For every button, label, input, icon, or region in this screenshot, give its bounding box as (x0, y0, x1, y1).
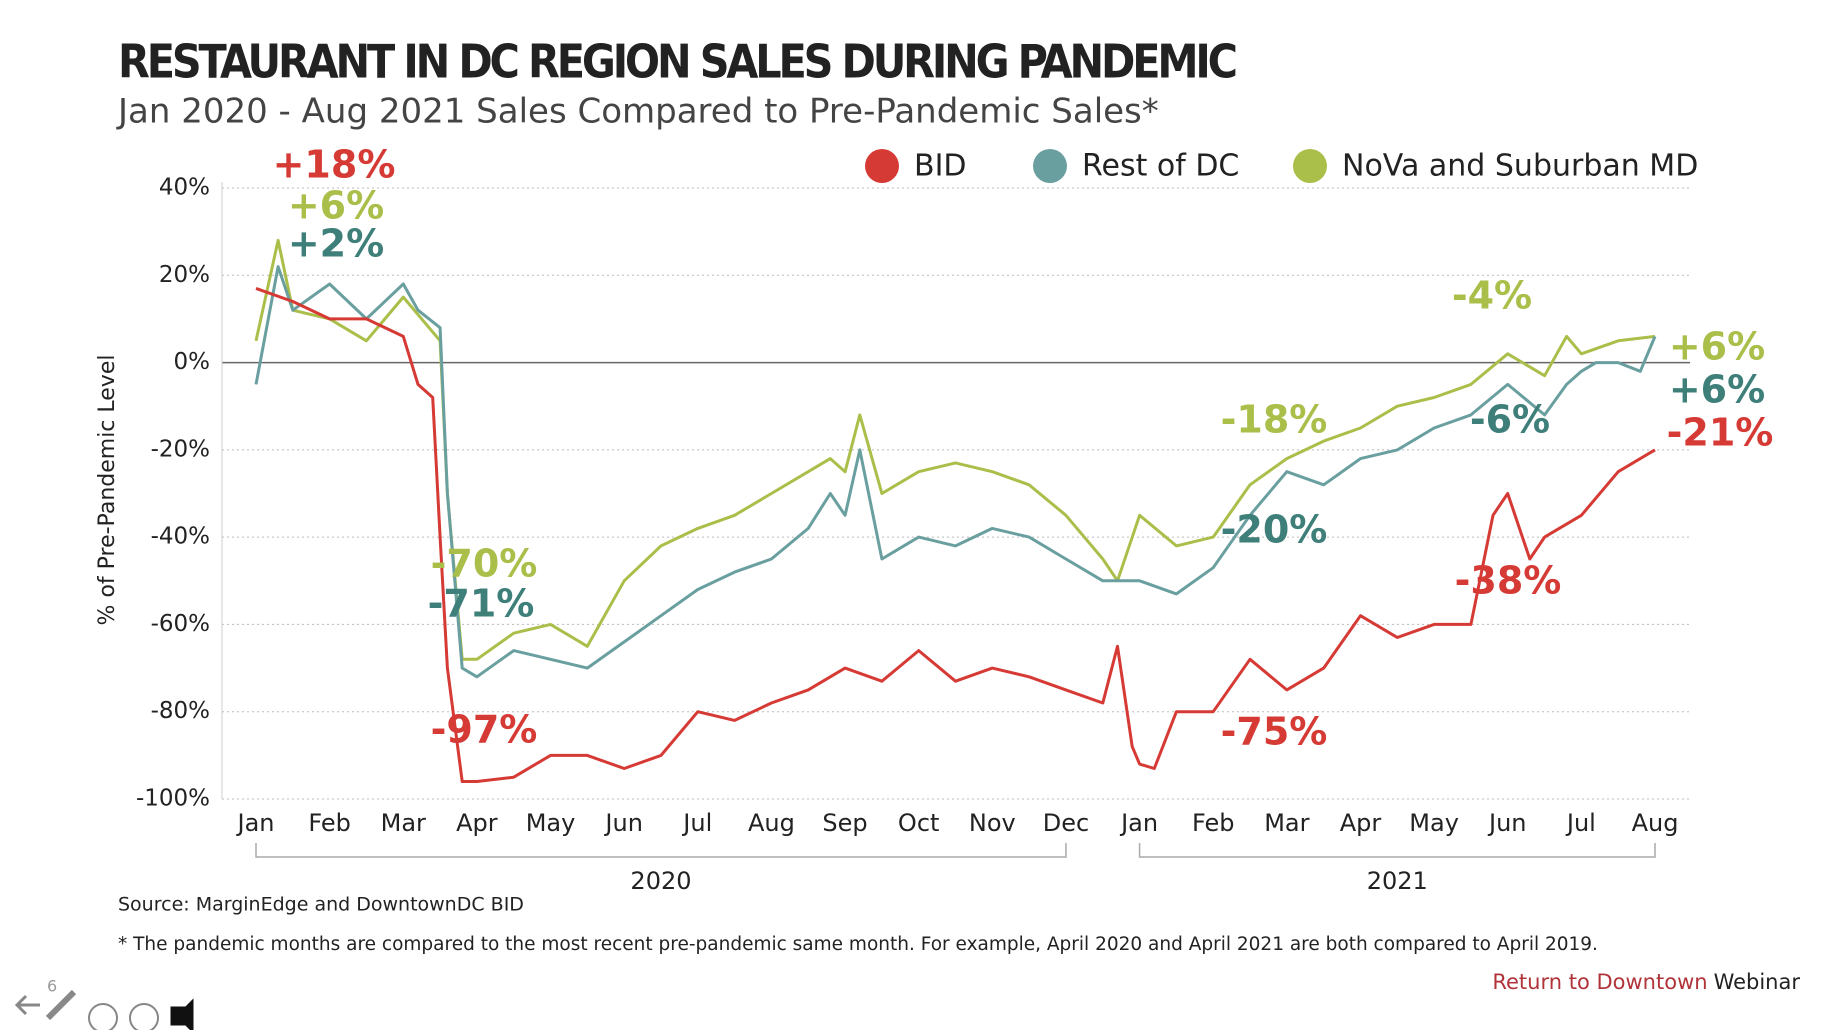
branding-highlight: Return to Downtown (1492, 970, 1707, 994)
x-tick-label: May (526, 809, 576, 837)
audio-icon[interactable] (170, 998, 194, 1030)
legend-swatch (865, 149, 899, 183)
year-label: 2020 (630, 867, 691, 895)
x-tick-label: May (1409, 809, 1459, 837)
source: Source: MarginEdge and DowntownDC BID (118, 894, 524, 916)
y-axis-label: % of Pre-Pandemic Level (95, 355, 120, 626)
annotation: -38% (1455, 559, 1562, 603)
year-bracket (1138, 843, 1656, 858)
legend-swatch (1293, 149, 1327, 183)
x-tick-label: Oct (898, 809, 940, 837)
x-tick-label: Dec (1043, 809, 1089, 837)
x-tick-label: Jul (681, 809, 712, 837)
y-tick-label: 0% (174, 349, 211, 375)
annotation: -18% (1221, 398, 1328, 442)
pen-icon[interactable] (45, 989, 77, 1021)
year-bracket (255, 843, 1067, 858)
annotation: +2% (288, 222, 384, 266)
y-tick-label: -20% (151, 436, 210, 462)
x-tick-label: Jun (603, 809, 643, 837)
annotation: -4% (1452, 274, 1532, 318)
annotation: -6% (1470, 398, 1550, 442)
x-tick-label: Feb (308, 809, 351, 837)
y-tick-label: 20% (159, 262, 210, 288)
branding-text: Webinar (1714, 970, 1801, 994)
x-tick-label: Jun (1487, 809, 1527, 837)
slide-number: 6 (47, 977, 57, 996)
x-tick-label: Jan (236, 809, 275, 837)
back-icon[interactable] (14, 994, 40, 1016)
annotation: +18% (273, 143, 396, 187)
x-tick-label: Sep (822, 809, 867, 837)
x-tick-label: Mar (1264, 809, 1309, 837)
x-tick-label: Aug (748, 809, 795, 837)
footnote: * The pandemic months are compared to th… (118, 934, 1598, 955)
x-tick-label: Jul (1565, 809, 1596, 837)
legend-label: NoVa and Suburban MD (1342, 149, 1698, 184)
annotation: -71% (428, 582, 535, 626)
annotation: +6% (1669, 368, 1765, 412)
legend-swatch (1033, 149, 1067, 183)
toolbar (14, 989, 194, 1030)
x-tick-label: Jan (1119, 809, 1158, 837)
chart-subtitle: Jan 2020 - Aug 2021 Sales Compared to Pr… (116, 92, 1159, 132)
annotation: -97% (431, 708, 538, 752)
branding: Return to Downtown Webinar (1492, 970, 1800, 994)
legend-label: Rest of DC (1082, 149, 1239, 184)
x-tick-label: Aug (1632, 809, 1679, 837)
x-tick-label: Nov (969, 809, 1016, 837)
series-line (255, 286, 1656, 783)
annotation: -75% (1221, 710, 1328, 754)
y-tick-label: -60% (151, 611, 210, 637)
y-tick-label: -40% (151, 524, 210, 550)
legend-label: BID (914, 149, 967, 184)
y-tick-label: -100% (136, 786, 210, 812)
year-label: 2021 (1367, 867, 1428, 895)
y-tick-label: 40% (159, 175, 210, 201)
x-tick-label: Apr (1340, 809, 1382, 837)
x-tick-label: Mar (381, 809, 426, 837)
y-tick-label: -80% (151, 698, 210, 724)
chart-title: RESTAURANT IN DC REGION SALES DURING PAN… (118, 35, 1238, 89)
annotation: -21% (1667, 411, 1774, 455)
annotation: -20% (1221, 508, 1328, 552)
series-line (254, 265, 1657, 679)
annotation: -70% (431, 542, 538, 586)
annotation: +6% (1669, 325, 1765, 369)
captions-icon[interactable] (88, 1003, 118, 1030)
x-tick-label: Apr (456, 809, 498, 837)
annotation: +6% (288, 184, 384, 228)
x-tick-label: Feb (1192, 809, 1235, 837)
more-icon[interactable] (129, 1003, 159, 1030)
